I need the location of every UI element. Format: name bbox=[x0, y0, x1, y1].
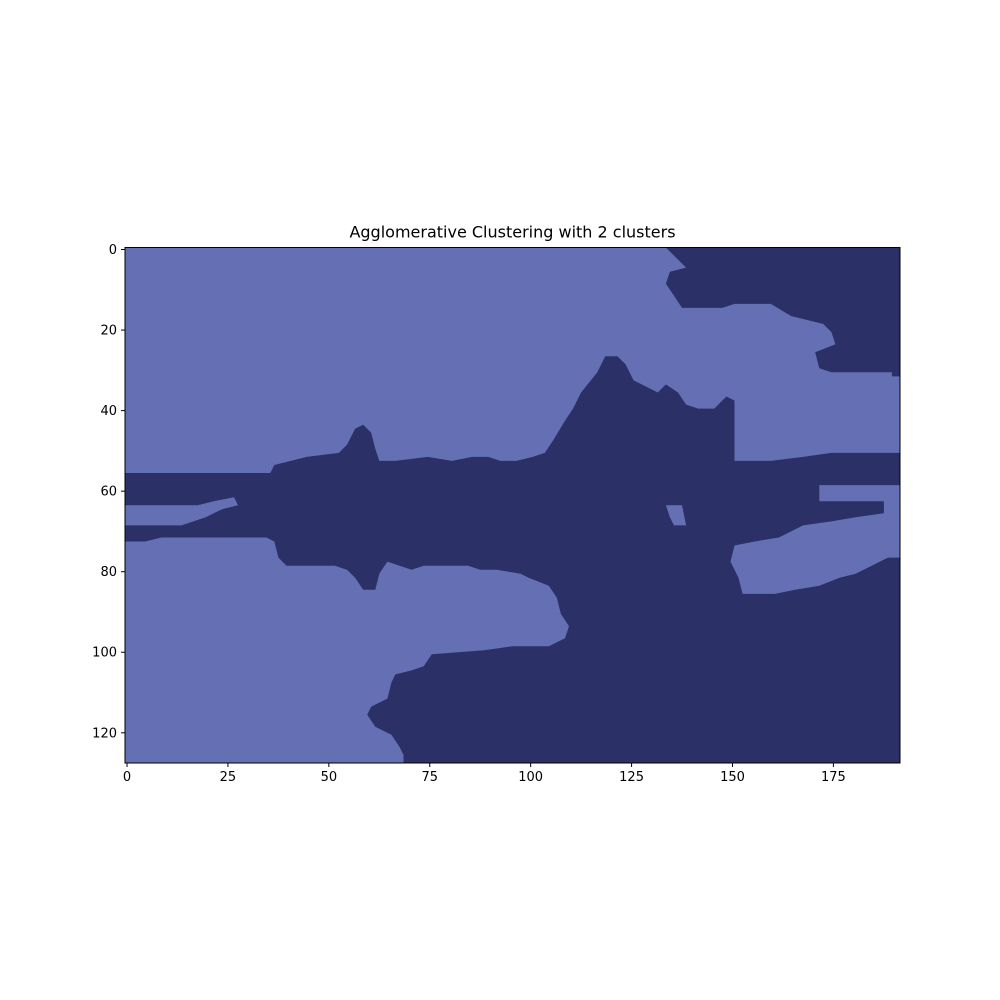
x-tick-label: 75 bbox=[421, 770, 438, 785]
y-tick-label: 20 bbox=[100, 324, 117, 339]
x-tick-label: 0 bbox=[123, 770, 131, 785]
x-axis: 0 25 50 75 100 125 150 175 bbox=[123, 763, 846, 785]
axes-frame bbox=[124, 247, 901, 764]
x-tick-label: 100 bbox=[518, 770, 543, 785]
y-axis: 0 20 40 60 80 100 120 bbox=[92, 243, 125, 741]
y-tick-label: 120 bbox=[92, 726, 117, 741]
chart-title: Agglomerative Clustering with 2 clusters bbox=[349, 223, 675, 242]
cluster-1-upper-right-region bbox=[665, 247, 900, 377]
x-tick-label: 125 bbox=[619, 770, 644, 785]
cluster-0-island-0 bbox=[665, 505, 687, 526]
y-tick-label: 40 bbox=[100, 404, 117, 419]
x-tick-label: 150 bbox=[720, 770, 745, 785]
plot-area bbox=[125, 247, 900, 763]
x-tick-label: 175 bbox=[821, 770, 846, 785]
y-tick-label: 100 bbox=[92, 646, 117, 661]
x-tick-label: 25 bbox=[220, 770, 237, 785]
y-tick-label: 0 bbox=[109, 243, 117, 258]
cluster-1-main-region bbox=[125, 356, 900, 763]
cluster-0-islands bbox=[665, 505, 687, 526]
y-tick-label: 80 bbox=[100, 565, 117, 580]
cluster-1-layer bbox=[125, 247, 900, 763]
y-tick-label: 60 bbox=[100, 485, 117, 500]
x-tick-label: 50 bbox=[321, 770, 338, 785]
